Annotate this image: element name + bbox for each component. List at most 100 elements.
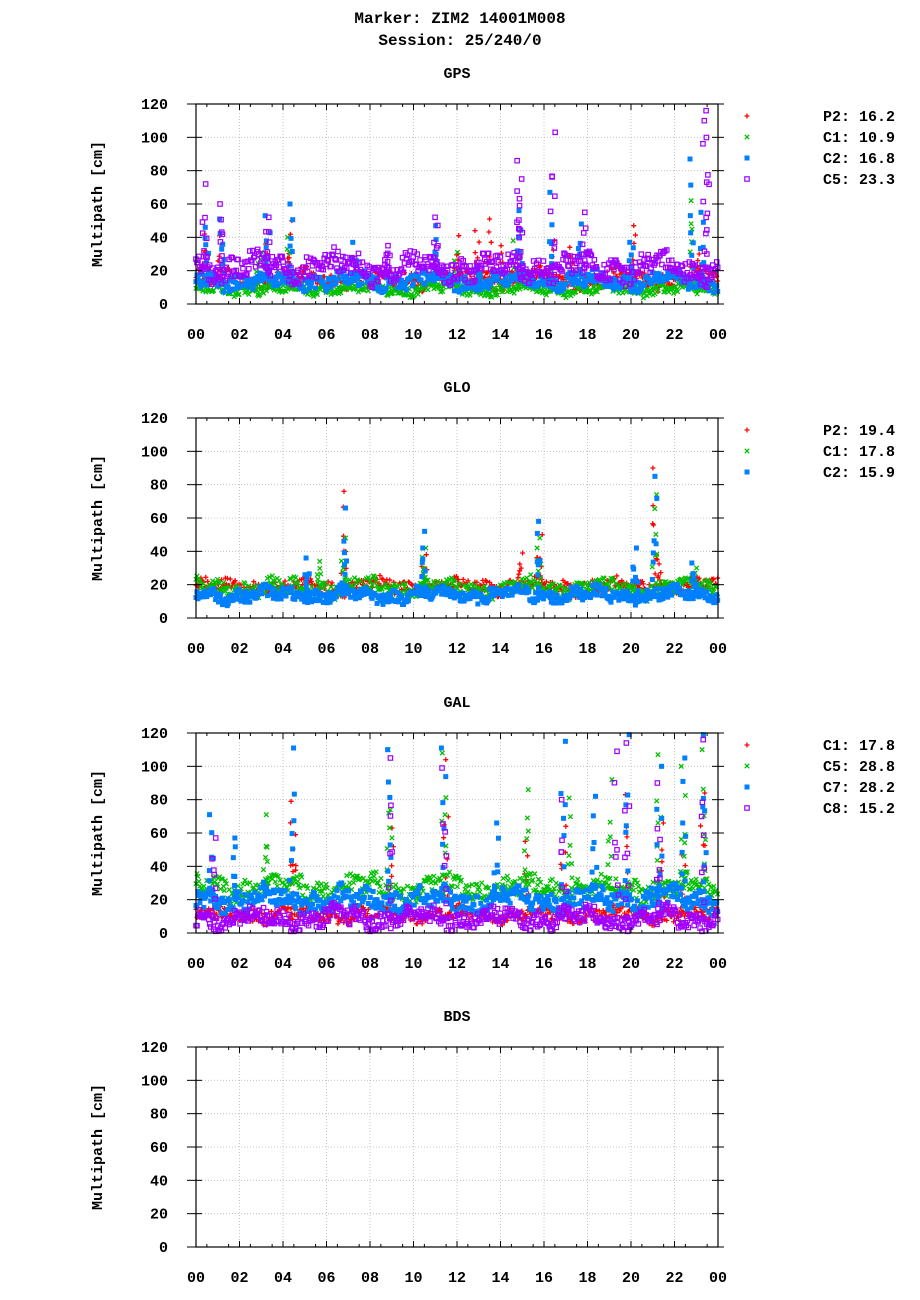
data-point — [350, 239, 356, 245]
data-point — [641, 256, 648, 263]
data-point — [690, 571, 696, 577]
x-tick-label: 08 — [361, 641, 379, 658]
legend-label: C2: 15.9 — [823, 465, 895, 482]
data-point — [486, 290, 493, 296]
x-tick-label: 06 — [317, 327, 335, 344]
data-point — [653, 278, 659, 284]
data-point — [314, 291, 321, 298]
x-tick-label: 10 — [404, 641, 422, 658]
data-point — [608, 599, 614, 605]
data-point — [547, 208, 554, 215]
data-point — [202, 224, 208, 230]
data-point — [651, 592, 657, 598]
data-point — [651, 538, 657, 544]
data-point — [240, 265, 246, 272]
data-point — [488, 239, 494, 245]
data-point — [310, 293, 317, 300]
data-point — [403, 287, 409, 293]
data-point — [518, 176, 525, 182]
y-tick-label: 40 — [150, 544, 168, 561]
data-point — [431, 278, 437, 284]
data-point — [385, 242, 391, 249]
data-point — [638, 251, 645, 257]
x-tick-label: 16 — [535, 641, 553, 658]
data-point — [312, 285, 318, 291]
data-point — [199, 219, 206, 225]
data-point — [385, 292, 391, 299]
data-point — [485, 270, 491, 276]
data-point — [487, 216, 493, 222]
data-point — [603, 586, 609, 592]
chart-title: GLO — [443, 380, 470, 397]
data-point — [202, 214, 208, 221]
data-point — [467, 292, 473, 298]
data-point — [543, 292, 550, 298]
data-point — [650, 465, 656, 471]
data-point — [415, 291, 421, 298]
data-point — [703, 107, 709, 114]
data-point — [689, 252, 695, 258]
x-tick-label: 22 — [665, 327, 683, 344]
data-point — [340, 592, 346, 598]
x-tick-label: 14 — [491, 327, 509, 344]
data-point — [419, 574, 425, 580]
data-point — [460, 576, 466, 582]
data-point — [540, 258, 547, 264]
y-tick-label: 100 — [141, 130, 168, 147]
data-point — [339, 580, 345, 586]
data-point — [318, 571, 324, 577]
data-point — [516, 195, 523, 202]
legend-marker — [744, 448, 750, 454]
y-tick-label: 0 — [159, 297, 168, 314]
data-point — [516, 202, 523, 209]
data-point — [693, 565, 700, 571]
data-point — [650, 559, 656, 565]
data-point — [472, 250, 478, 256]
data-point — [516, 583, 522, 589]
data-point — [560, 276, 566, 282]
data-point — [537, 535, 543, 541]
data-point — [549, 222, 555, 228]
data-point — [309, 263, 316, 269]
y-tick-label: 60 — [150, 197, 168, 214]
data-point — [700, 219, 706, 225]
x-tick-label: 12 — [448, 641, 466, 658]
data-point — [342, 505, 348, 511]
data-point — [303, 555, 309, 561]
data-point — [591, 256, 598, 263]
data-point — [347, 577, 353, 583]
data-point — [583, 282, 589, 288]
data-point — [259, 591, 265, 597]
data-point — [250, 286, 256, 292]
data-point — [654, 495, 660, 501]
data-point — [304, 588, 310, 594]
data-point — [635, 579, 641, 585]
legend-label: C2: 16.8 — [823, 151, 895, 168]
data-point — [266, 278, 272, 284]
x-tick-label: 08 — [361, 327, 379, 344]
x-tick-label: 02 — [230, 641, 248, 658]
data-point — [547, 239, 553, 245]
data-point — [335, 921, 341, 927]
data-point — [494, 292, 501, 298]
legend-marker — [744, 113, 750, 119]
data-point — [476, 239, 482, 245]
legend-label: C1: 10.9 — [823, 130, 895, 147]
y-axis-label: Multipath [cm] — [90, 455, 107, 581]
y-tick-label: 20 — [150, 578, 168, 595]
data-point — [417, 257, 423, 263]
data-point — [289, 248, 295, 254]
data-point — [700, 198, 707, 205]
legend-marker — [744, 469, 750, 475]
data-point — [422, 281, 428, 287]
data-point — [486, 285, 492, 291]
data-point — [526, 589, 532, 595]
data-point — [539, 592, 545, 598]
legend-label: C5: 23.3 — [823, 172, 895, 189]
data-point — [227, 576, 233, 582]
data-point — [514, 188, 520, 194]
x-tick-label: 20 — [622, 641, 640, 658]
data-point — [630, 245, 636, 251]
legend-marker — [744, 134, 750, 140]
